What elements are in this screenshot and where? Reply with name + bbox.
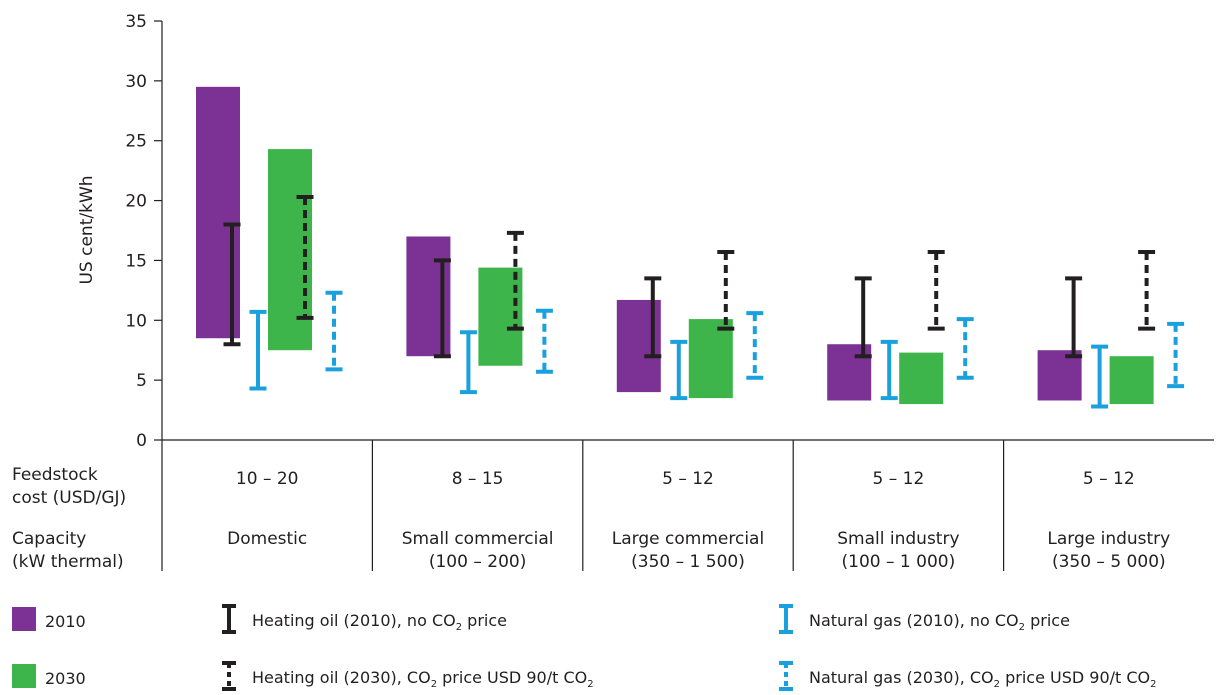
capacity-label: Large commercial [612,529,764,549]
feedstock-row-label: cost (USD/GJ) [12,488,126,508]
feedstock-row-label: Feedstock [12,465,98,485]
capacity-row-label: Capacity [12,529,86,549]
bar-2010 [1037,350,1082,401]
y-tick-label: 20 [125,192,147,212]
legend-swatch [12,664,36,688]
legend-label: 2010 [45,612,86,631]
y-tick-label: 15 [125,251,147,271]
legend-label: Heating oil (2010), no CO2 price [252,611,507,633]
feedstock-cost-label: 5 – 12 [873,469,925,489]
legend-label: Natural gas (2010), no CO2 price [809,611,1070,633]
capacity-label: Small commercial [402,529,554,549]
y-tick-label: 25 [125,132,147,152]
y-tick-label: 5 [136,371,147,391]
capacity-label: (100 – 200) [429,552,526,572]
capacity-label: Domestic [227,529,307,549]
feedstock-cost-label: 8 – 15 [452,469,504,489]
capacity-label: (350 – 5 000) [1052,552,1166,572]
y-tick-label: 30 [125,72,147,92]
capacity-label: (350 – 1 500) [631,552,745,572]
bar-2030 [688,319,733,399]
bar-2030 [899,352,944,405]
feedstock-cost-label: 5 – 12 [662,469,714,489]
y-tick-label: 0 [136,431,147,451]
feedstock-cost-label: 10 – 20 [236,469,299,489]
capacity-label: (100 – 1 000) [842,552,956,572]
legend-label: 2030 [45,669,86,688]
y-tick-label: 10 [125,311,147,331]
legend-swatch [12,607,36,631]
y-axis-label: US cent/kWh [77,175,97,284]
y-tick-label: 35 [125,12,147,32]
capacity-label: Small industry [837,529,959,549]
capacity-row-label: (kW thermal) [12,552,124,572]
feedstock-cost-label: 5 – 12 [1083,469,1135,489]
capacity-label: Large industry [1047,529,1170,549]
legend-label: Natural gas (2030), CO2 price USD 90/t C… [809,668,1157,690]
bar-2030 [1109,356,1154,405]
legend-label: Heating oil (2030), CO2 price USD 90/t C… [252,668,594,690]
